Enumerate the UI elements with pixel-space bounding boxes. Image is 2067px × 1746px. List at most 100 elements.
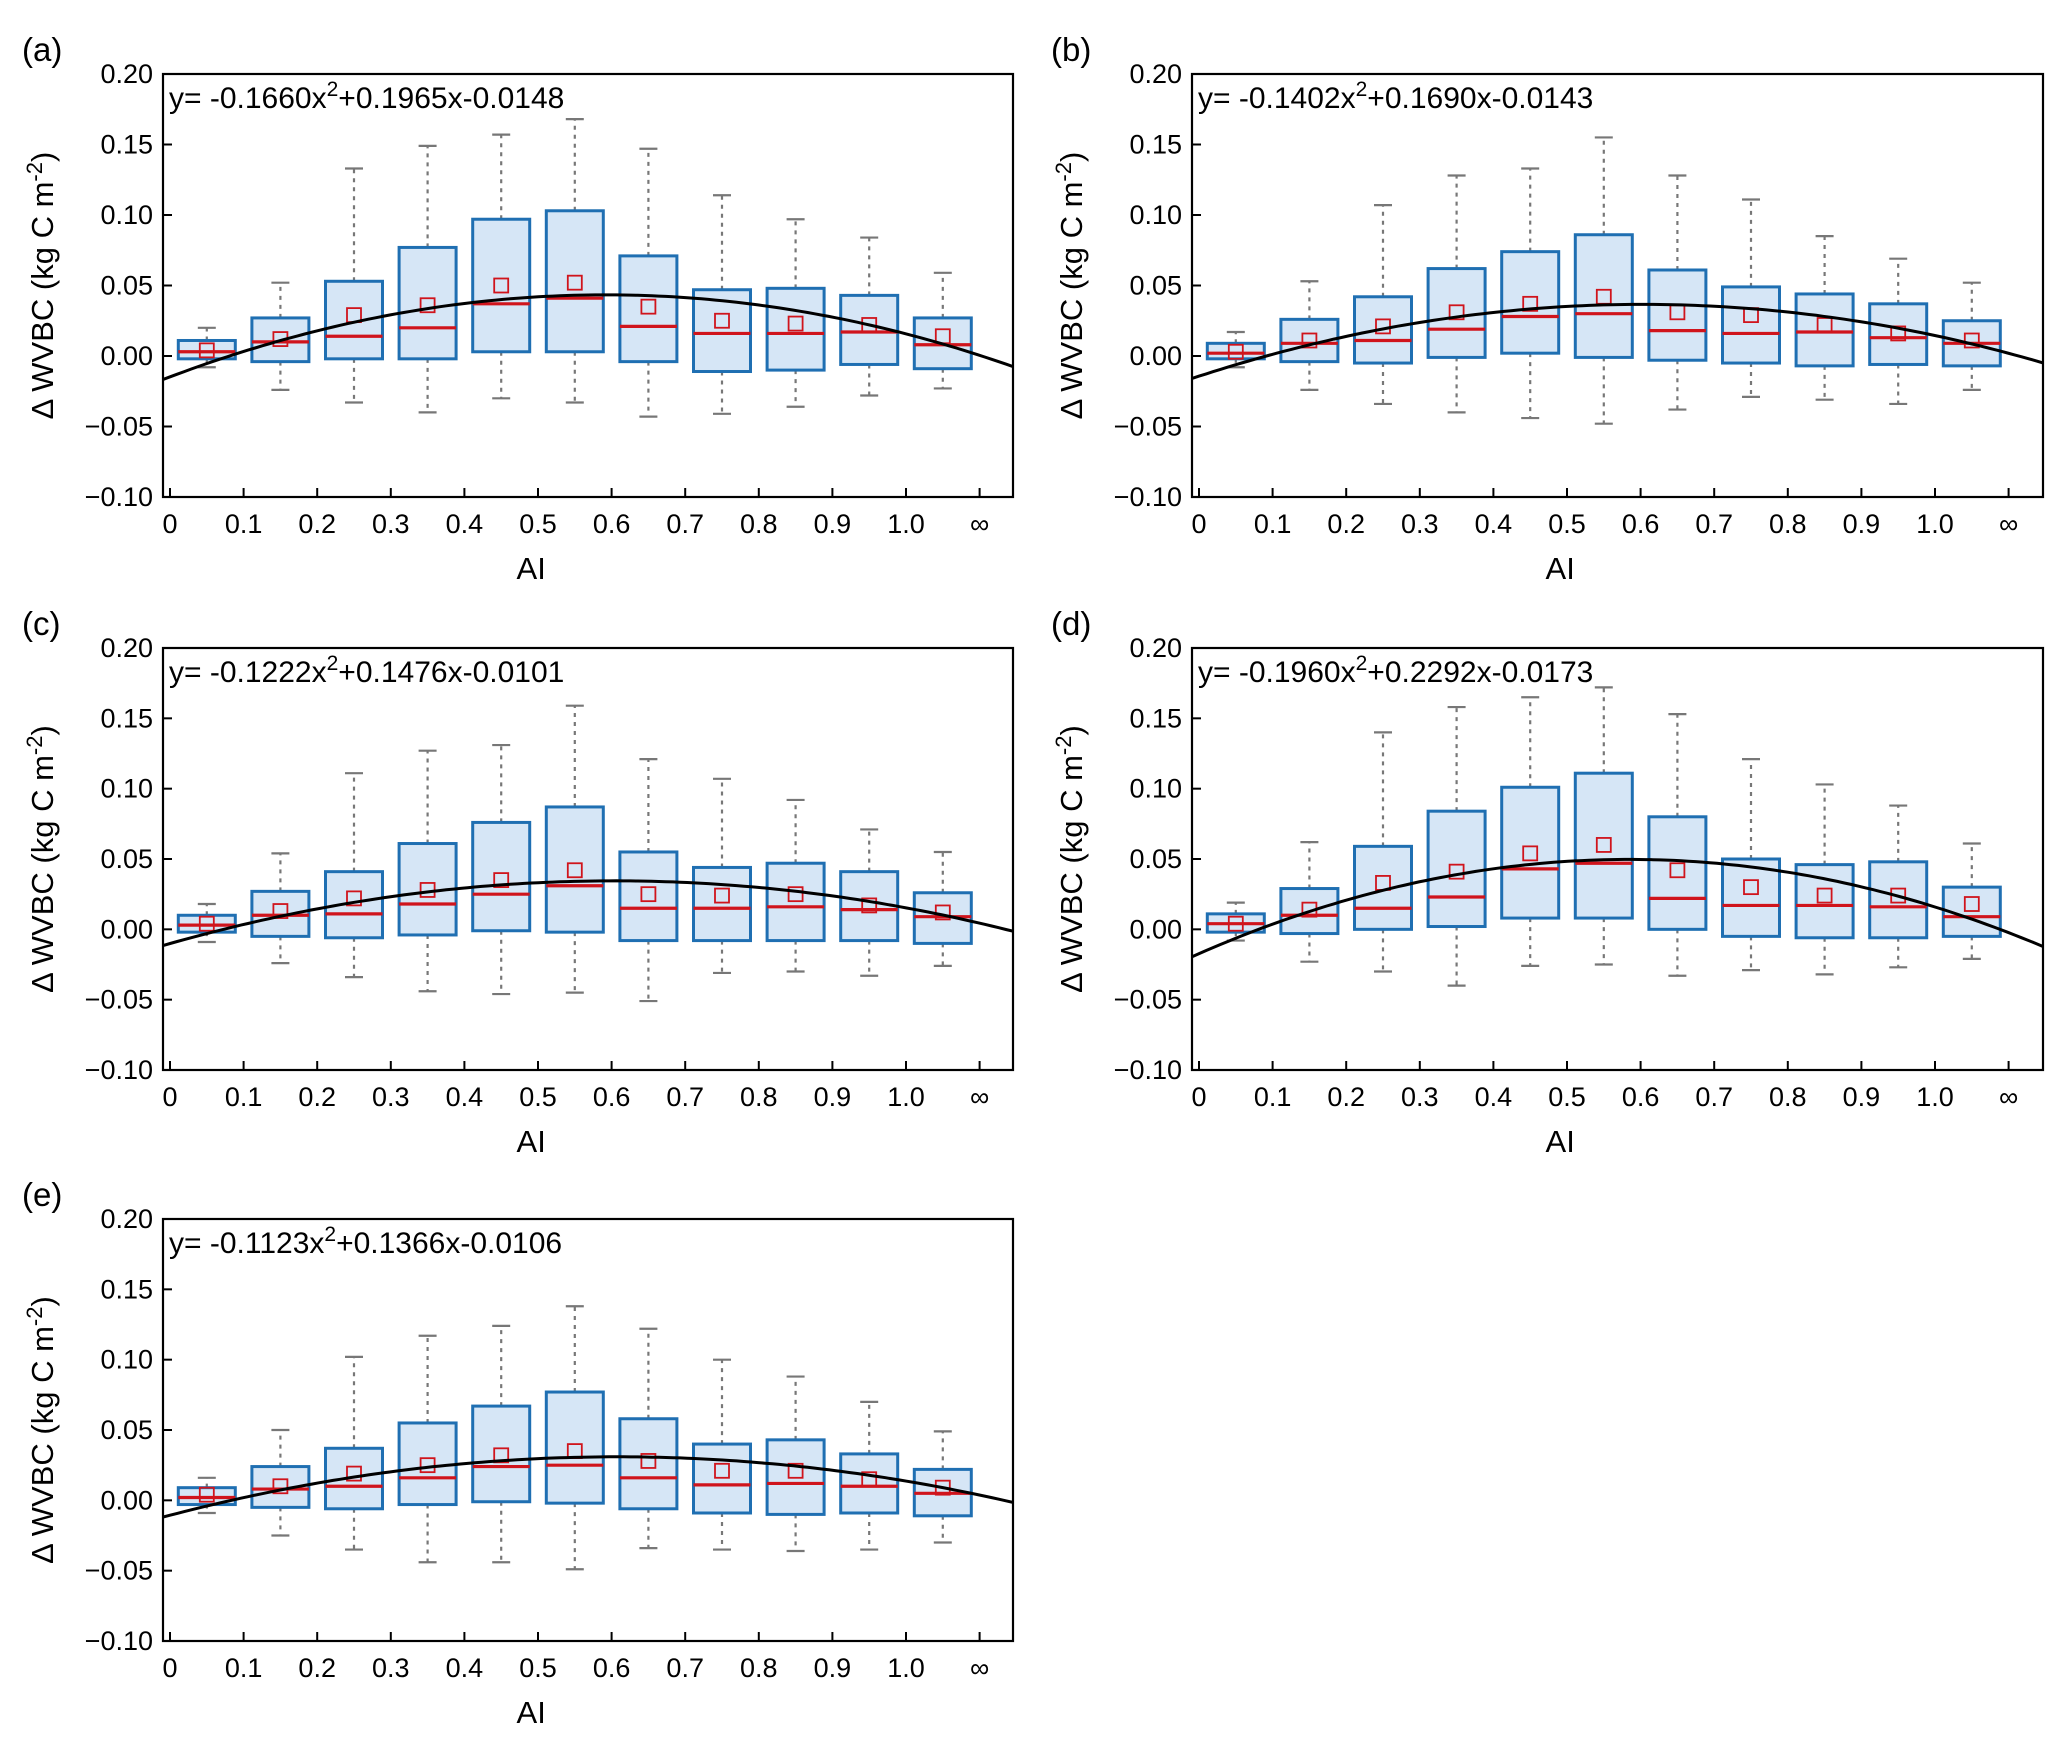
x-tick-label: 1.0 — [887, 1082, 925, 1112]
box-0.1-0.2 — [1279, 841, 1340, 963]
fit-curve — [163, 879, 1013, 947]
mean-marker — [1227, 915, 1244, 932]
iqr-box — [839, 1452, 900, 1515]
y-axis-label-main: Δ WVBC (kg C m — [25, 182, 60, 420]
y-tick-label: 0.15 — [100, 1274, 153, 1304]
y-tick-label: −0.10 — [85, 482, 153, 512]
fit-curve — [163, 1455, 1013, 1519]
box-0.2-0.3 — [324, 167, 384, 404]
mean-marker — [714, 312, 730, 329]
iqr-box — [544, 209, 605, 354]
box-0-0.1 — [1205, 901, 1266, 942]
y-axis-label: Δ WVBC (kg C m-2) — [1051, 152, 1089, 420]
x-tick-label: 0.5 — [519, 1082, 557, 1112]
y-axis-label-main: Δ WVBC (kg C m — [25, 755, 60, 993]
mean-marker — [1448, 304, 1465, 321]
mean-marker — [1227, 343, 1244, 360]
x-tick-label: ∞ — [970, 509, 989, 539]
iqr-box — [544, 805, 605, 934]
panel-label: (d) — [1051, 605, 1091, 642]
box-0.1-0.2 — [250, 852, 311, 965]
x-tick-label: 0.5 — [1548, 1082, 1586, 1112]
panel-e: 0.20 0.15 0.10 0.05 0.00 −0.05 −0.10 0 0.1 0.2 0.3… — [22, 1176, 1015, 1730]
box-0.3-0.4 — [397, 144, 458, 414]
mean-marker — [1595, 837, 1612, 853]
y-tick-label: 0.10 — [100, 774, 153, 804]
x-tick-label: 0.5 — [519, 1653, 557, 1683]
x-tick-label: 0.4 — [446, 1653, 484, 1683]
mean-marker — [640, 298, 657, 315]
x-tick-label: 1.0 — [887, 1653, 925, 1683]
y-tick-label: 0.00 — [100, 1485, 153, 1515]
mean-marker — [787, 886, 804, 903]
y-tick-label: 0.00 — [100, 341, 153, 371]
fit-equation: y= -0.1960x2+0.2292x-0.0173 — [1198, 652, 1593, 689]
box-0-0.1 — [176, 326, 237, 369]
y-tick-label: 0.15 — [100, 703, 153, 733]
mean-marker — [198, 342, 215, 359]
x-tick-label: 0 — [162, 1653, 177, 1683]
equation-term-1: y= -0.1222x — [169, 656, 327, 689]
mean-marker — [1816, 887, 1833, 904]
x-tick-label: 0.7 — [666, 1653, 704, 1683]
box-0.8-0.9 — [765, 1375, 826, 1553]
x-tick-label: 0.3 — [1401, 1082, 1439, 1112]
y-tick-label: −0.05 — [85, 412, 153, 442]
y-tick-label: −0.10 — [1114, 482, 1182, 512]
y-tick-label: −0.05 — [1114, 412, 1182, 442]
box-0.7-0.8 — [692, 1358, 752, 1551]
panel-label: (a) — [22, 31, 62, 68]
x-axis-label: AI — [1546, 551, 1575, 586]
y-tick-label: 0.20 — [1129, 59, 1182, 89]
y-tick-label: 0.15 — [100, 130, 153, 160]
iqr-box — [1353, 844, 1413, 931]
panel-label: (c) — [22, 605, 60, 642]
x-tick-label: 0.3 — [1401, 509, 1439, 539]
box-0.3-0.4 — [1426, 705, 1487, 987]
x-tick-label: 0.7 — [666, 1082, 704, 1112]
x-tick-label: 0.1 — [1254, 1082, 1292, 1112]
x-tick-label: 0.2 — [1327, 509, 1365, 539]
iqr-box — [324, 279, 384, 361]
axes-frame — [1190, 72, 2045, 499]
mean-marker — [861, 1471, 878, 1488]
iqr-box — [1794, 292, 1855, 368]
x-tick-label: 1.0 — [887, 509, 925, 539]
box-1.0-∞ — [1941, 281, 2002, 391]
box-0.5-0.6 — [1573, 136, 1634, 425]
box-0.6-0.7 — [1647, 713, 1708, 977]
y-tick-label: 0.00 — [1129, 341, 1182, 371]
iqr-box — [1721, 285, 1781, 365]
equation-exponent: 2 — [327, 652, 339, 675]
y-axis-label-main: Δ WVBC (kg C m — [1054, 755, 1089, 993]
x-tick-label: 0 — [162, 509, 177, 539]
box-0.1-0.2 — [250, 1428, 311, 1537]
iqr-box — [1721, 857, 1781, 938]
x-tick-label: 1.0 — [1916, 509, 1954, 539]
equation-term-2: +0.1476x-0.0101 — [338, 656, 564, 689]
x-tick-label: 0.2 — [1327, 1082, 1365, 1112]
box-1.0-∞ — [1941, 842, 2002, 960]
box-0.6-0.7 — [1647, 174, 1708, 411]
box-0.4-0.5 — [471, 1324, 532, 1564]
x-tick-label: ∞ — [1999, 1082, 2018, 1112]
iqr-box — [1426, 267, 1487, 359]
y-tick-label: 0.15 — [1129, 130, 1182, 160]
x-tick-label: 0.1 — [225, 1653, 263, 1683]
mean-marker — [1522, 845, 1539, 862]
equation-term-1: y= -0.1123x — [169, 1227, 324, 1260]
box-0.8-0.9 — [765, 218, 826, 408]
box-0.8-0.9 — [1794, 783, 1855, 976]
equation-exponent: 2 — [324, 1223, 336, 1246]
mean-marker — [861, 897, 878, 914]
iqr-box — [1500, 250, 1561, 355]
fit-curve — [1192, 302, 2043, 380]
mean-marker — [1743, 879, 1759, 896]
x-tick-label: 0.6 — [593, 1082, 631, 1112]
y-axis-label-exponent: -2 — [1051, 162, 1076, 182]
fit-equation: y= -0.1402x2+0.1690x-0.0143 — [1198, 78, 1593, 115]
y-tick-label: 0.00 — [1129, 914, 1182, 944]
x-tick-label: 0.6 — [1622, 1082, 1660, 1112]
y-axis-label-exponent: -2 — [1051, 736, 1076, 756]
